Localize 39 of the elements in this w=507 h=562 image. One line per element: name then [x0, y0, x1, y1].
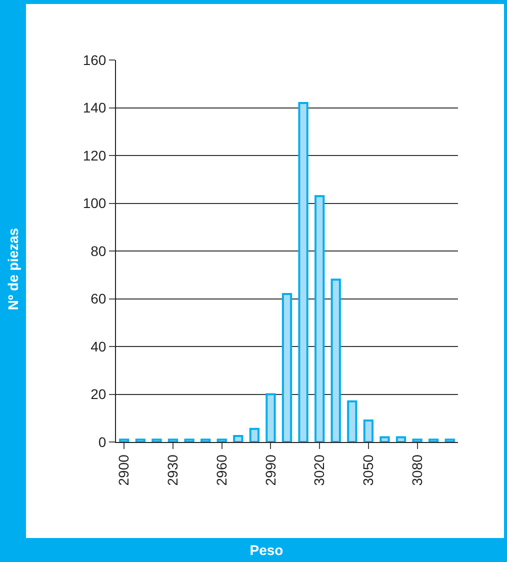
bar [266, 393, 276, 442]
bar [233, 435, 244, 442]
x-tick-label: 3020 [311, 454, 328, 486]
bar [428, 438, 439, 442]
bar [282, 292, 292, 442]
bar [330, 278, 341, 442]
x-tick-label: 2990 [262, 454, 278, 486]
bar [249, 428, 260, 442]
bar [135, 438, 146, 442]
y-tick-label: 20 [90, 386, 106, 402]
bar [444, 438, 455, 442]
bar [380, 436, 390, 442]
y-tick-label: 0 [98, 434, 106, 450]
y-tick-label: 80 [90, 242, 106, 259]
bar [152, 438, 162, 442]
y-axis-title: Nº de piezas [5, 228, 22, 310]
x-tick-label: 2900 [116, 454, 132, 486]
bar [314, 195, 325, 442]
x-axis-title: Peso [248, 541, 284, 560]
y-tick-label: 60 [90, 290, 106, 307]
bar [119, 438, 130, 442]
x-tick-label: 3050 [360, 454, 376, 486]
y-tick-label: 140 [82, 100, 106, 116]
bar [184, 438, 194, 442]
y-tick-label: 120 [82, 147, 106, 164]
bar [412, 438, 422, 442]
x-tick-label: 2930 [164, 454, 181, 486]
x-tick-label: 2960 [213, 454, 230, 486]
bar [347, 400, 358, 442]
y-tick-label: 40 [90, 338, 106, 354]
bar [396, 436, 406, 442]
bar [168, 438, 178, 442]
y-tick-label: 160 [82, 52, 106, 68]
bar [298, 102, 308, 442]
y-tick-label: 100 [82, 195, 106, 212]
x-tick-label: 3080 [408, 454, 425, 486]
bar [363, 420, 374, 442]
bar [216, 438, 227, 442]
bar [200, 438, 211, 442]
